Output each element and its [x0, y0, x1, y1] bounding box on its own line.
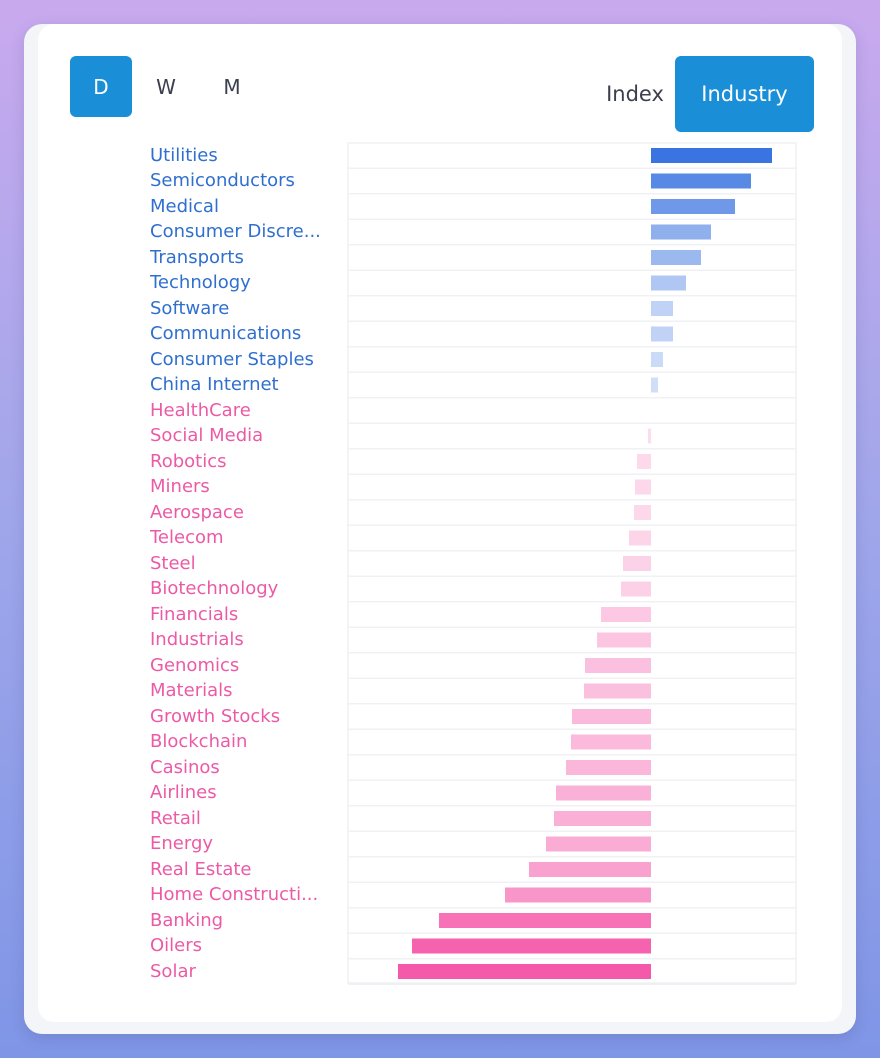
industry-bar-chart — [347, 142, 797, 985]
period-month-button[interactable]: M — [201, 56, 263, 117]
bar-social-media[interactable] — [648, 428, 651, 444]
bar-consumer-staples[interactable] — [651, 352, 663, 367]
bar-financials[interactable] — [601, 607, 651, 622]
bar-consumer-discretionary[interactable] — [651, 224, 711, 240]
bar-materials[interactable] — [584, 683, 651, 699]
bar-genomics[interactable] — [585, 658, 651, 673]
widget-card: D W M Index Industry Utilities Semiconduc… — [24, 24, 856, 1034]
bar-blockchain[interactable] — [571, 734, 651, 750]
plot-frame — [347, 142, 797, 984]
bar-airlines[interactable] — [556, 785, 651, 801]
bar-software[interactable] — [651, 301, 673, 316]
bar-solar[interactable] — [398, 964, 651, 979]
bar-aerospace[interactable] — [634, 505, 651, 520]
period-week-button[interactable]: W — [135, 56, 197, 117]
bar-banking[interactable] — [439, 913, 651, 928]
view-index-button[interactable]: Index — [578, 56, 692, 132]
bar-oilers[interactable] — [412, 938, 651, 954]
bar-steel[interactable] — [623, 556, 651, 571]
period-day-button[interactable]: D — [70, 56, 132, 117]
bar-medical[interactable] — [651, 199, 735, 214]
bar-casinos[interactable] — [566, 760, 651, 775]
bar-semiconductors[interactable] — [651, 173, 751, 189]
bar-telecom[interactable] — [629, 530, 651, 546]
bar-biotechnology[interactable] — [621, 581, 651, 597]
bar-robotics[interactable] — [637, 454, 651, 469]
bar-china-internet[interactable] — [651, 377, 658, 393]
bar-transports[interactable] — [651, 250, 701, 265]
bar-home-construction[interactable] — [505, 887, 651, 903]
view-industry-button[interactable]: Industry — [675, 56, 814, 132]
bar-energy[interactable] — [546, 836, 651, 852]
bar-utilities[interactable] — [651, 148, 772, 163]
widget-panel: D W M Index Industry Utilities Semiconduc… — [38, 24, 842, 1022]
bar-communications[interactable] — [651, 326, 673, 342]
bar-technology[interactable] — [651, 275, 686, 291]
bar-miners[interactable] — [635, 479, 651, 495]
bar-industrials[interactable] — [597, 632, 651, 648]
bar-real-estate[interactable] — [529, 862, 651, 877]
bar-retail[interactable] — [554, 811, 651, 826]
bar-growth-stocks[interactable] — [572, 709, 651, 724]
